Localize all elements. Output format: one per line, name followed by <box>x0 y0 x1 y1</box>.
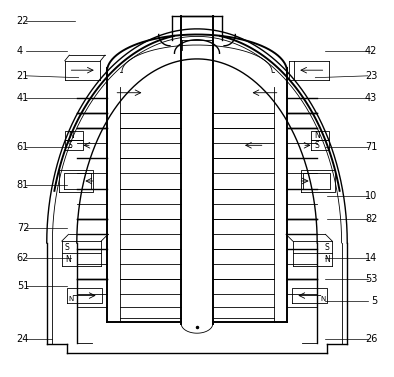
Text: 41: 41 <box>17 93 29 103</box>
Text: 14: 14 <box>365 253 377 263</box>
Text: S: S <box>65 244 69 253</box>
Text: N: N <box>321 296 326 302</box>
Text: 51: 51 <box>17 281 29 291</box>
Text: 23: 23 <box>365 71 377 81</box>
Text: 82: 82 <box>365 213 377 224</box>
Text: N: N <box>314 131 320 140</box>
Text: 62: 62 <box>17 253 29 263</box>
Text: 71: 71 <box>365 142 377 152</box>
Text: 81: 81 <box>17 180 29 190</box>
Text: 10: 10 <box>365 191 377 201</box>
Text: 21: 21 <box>17 71 29 81</box>
Text: N: N <box>68 131 74 140</box>
Text: 61: 61 <box>17 142 29 152</box>
Text: 26: 26 <box>365 334 377 344</box>
Text: 5: 5 <box>371 296 377 306</box>
Text: 4: 4 <box>17 46 23 57</box>
Text: 43: 43 <box>365 93 377 103</box>
Text: 53: 53 <box>365 274 377 284</box>
Text: 22: 22 <box>17 16 29 26</box>
Text: N: N <box>325 255 331 264</box>
Text: S: S <box>325 244 329 253</box>
Text: S: S <box>68 141 72 150</box>
Text: N: N <box>69 296 74 302</box>
Text: 24: 24 <box>17 334 29 344</box>
Text: N: N <box>65 255 71 264</box>
Text: 72: 72 <box>17 223 29 233</box>
Text: S: S <box>314 141 319 150</box>
Text: 42: 42 <box>365 46 377 57</box>
